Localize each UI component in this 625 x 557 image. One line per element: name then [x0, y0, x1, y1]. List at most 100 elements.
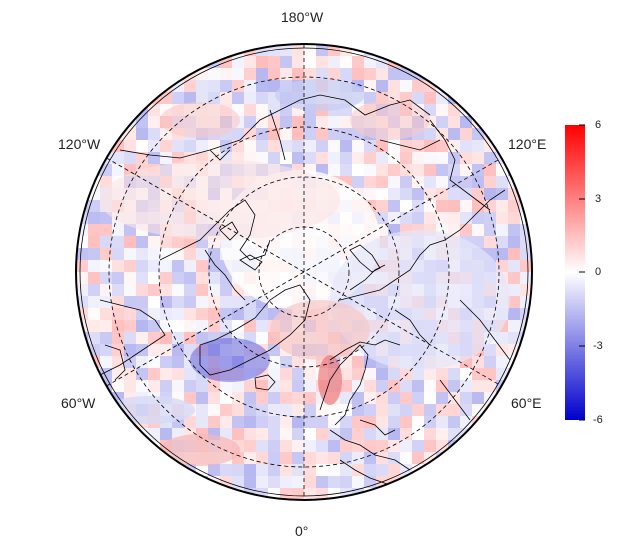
anomaly-cell [496, 236, 508, 248]
anomaly-cell [304, 140, 316, 152]
anomaly-cell [364, 380, 376, 392]
anomaly-cell [136, 152, 148, 164]
anomaly-cell [220, 68, 232, 80]
anomaly-cell [472, 200, 484, 212]
anomaly-cell [316, 56, 328, 68]
anomaly-cell [160, 380, 172, 392]
anomaly-cell [268, 404, 280, 416]
anomaly-cell [136, 332, 148, 344]
anomaly-cell [220, 296, 232, 308]
anomaly-cell [484, 212, 496, 224]
anomaly-cell [460, 92, 472, 104]
anomaly-cell [508, 380, 520, 392]
anomaly-cell [220, 380, 232, 392]
anomaly-cell [268, 140, 280, 152]
anomaly-cell [304, 476, 316, 488]
anomaly-cell [400, 404, 412, 416]
anomaly-cell [304, 404, 316, 416]
anomaly-cell [112, 272, 124, 284]
anomaly-cell [376, 452, 388, 464]
anomaly-cell [244, 296, 256, 308]
anomaly-cell [136, 380, 148, 392]
anomaly-cell [136, 248, 148, 260]
anomaly-cell [412, 212, 424, 224]
anomaly-cell [256, 56, 268, 68]
anomaly-cell [400, 452, 412, 464]
anomaly-cell [508, 224, 520, 236]
anomaly-cell [76, 260, 88, 272]
anomaly-cell [100, 284, 112, 296]
anomaly-cell [172, 356, 184, 368]
anomaly-cell [460, 116, 472, 128]
anomaly-cell [160, 296, 172, 308]
anomaly-cell [148, 368, 160, 380]
anomaly-cell [100, 236, 112, 248]
anomaly-cell [304, 116, 316, 128]
anomaly-cell [244, 308, 256, 320]
anomaly-cell [244, 440, 256, 452]
anomaly-cell [256, 488, 268, 500]
anomaly-cell [160, 152, 172, 164]
anomaly-cell [304, 68, 316, 80]
anomaly-cell [208, 488, 220, 500]
anomaly-cell [112, 332, 124, 344]
anomaly-cell [460, 104, 472, 116]
anomaly-cell [172, 320, 184, 332]
anomaly-cell [292, 476, 304, 488]
anomaly-cell [448, 428, 460, 440]
anomaly-cell [148, 452, 160, 464]
anomaly-cell [112, 368, 124, 380]
anomaly-cell [376, 368, 388, 380]
anomaly-cell [244, 152, 256, 164]
anomaly-cell [148, 320, 160, 332]
anomaly-cell [112, 416, 124, 428]
anomaly-cell [280, 392, 292, 404]
anomaly-cell [448, 80, 460, 92]
anomaly-cell [136, 128, 148, 140]
anomaly-cell [148, 116, 160, 128]
anomaly-cell [208, 80, 220, 92]
anomaly-cell [292, 56, 304, 68]
anomaly-cell [304, 56, 316, 68]
anomaly-cell [196, 380, 208, 392]
anomaly-cell [148, 272, 160, 284]
anomaly-cell [292, 428, 304, 440]
anomaly-cell [112, 248, 124, 260]
anomaly-cell [232, 392, 244, 404]
anomaly-cell [220, 464, 232, 476]
anomaly-cell [460, 128, 472, 140]
anomaly-cell [460, 380, 472, 392]
anomaly-cell [472, 164, 484, 176]
anomaly-cell [340, 404, 352, 416]
map-disc-inner-border [79, 47, 529, 497]
anomaly-cell [136, 296, 148, 308]
anomaly-cell [208, 284, 220, 296]
anomaly-cell [208, 92, 220, 104]
anomaly-cell [448, 104, 460, 116]
anomaly-cell [244, 56, 256, 68]
anomaly-cell [412, 476, 424, 488]
anomaly-cell [244, 128, 256, 140]
anomaly-cell [376, 188, 388, 200]
anomaly-cell [148, 236, 160, 248]
anomaly-cell [436, 92, 448, 104]
anomaly-cell [160, 308, 172, 320]
anomaly-cell [340, 380, 352, 392]
anomaly-cell [160, 284, 172, 296]
anomaly-cell [424, 404, 436, 416]
anomaly-cell [100, 344, 112, 356]
anomaly-cell [232, 416, 244, 428]
anomaly-cell [508, 320, 520, 332]
anomaly-cell [460, 140, 472, 152]
anomaly-cell [280, 116, 292, 128]
anomaly-cell [472, 368, 484, 380]
anomaly-cell [460, 404, 472, 416]
anomaly-cell [280, 464, 292, 476]
anomaly-cell [352, 428, 364, 440]
anomaly-cell [436, 392, 448, 404]
anomaly-cell [208, 404, 220, 416]
anomaly-cell [448, 404, 460, 416]
anomaly-cell [436, 176, 448, 188]
anomaly-cell [112, 116, 124, 128]
